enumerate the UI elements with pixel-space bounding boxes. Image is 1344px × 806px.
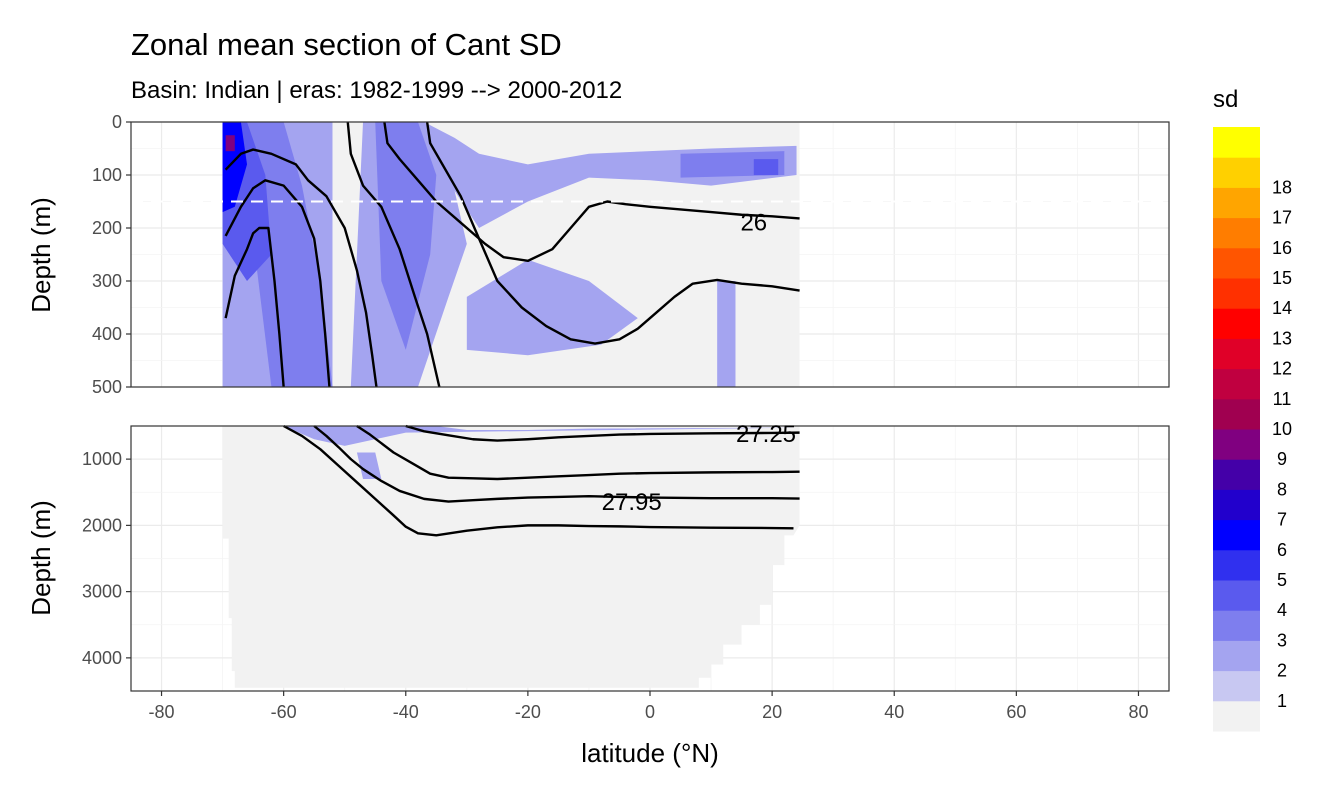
legend-label: 1 (1277, 691, 1287, 711)
chart-subtitle: Basin: Indian | eras: 1982-1999 --> 2000… (131, 77, 622, 104)
bottom-panel: 1000 2000 3000 4000 (82, 424, 1170, 692)
legend-swatch (1213, 489, 1260, 521)
legend-swatch (1213, 519, 1260, 551)
legend-swatch (1213, 308, 1260, 339)
isopycnal-line-bottom (405, 424, 800, 442)
x-axis: -80 -60 -40 -20 0 20 40 60 80 (149, 691, 1148, 722)
y-tick-label: 300 (92, 271, 122, 291)
y-axis-title-bottom: Depth (m) (26, 500, 56, 616)
legend-swatch (1213, 640, 1260, 672)
isopycnal-line-bottom (356, 424, 800, 481)
legend-swatch (1213, 700, 1260, 732)
legend-colorbar (1213, 127, 1260, 732)
y-tick-label: 3000 (82, 582, 122, 602)
top-panel-border (130, 121, 1170, 388)
legend-swatch (1213, 157, 1260, 188)
y-tick-label: 4000 (82, 648, 122, 668)
x-axis-title: latitude (°N) (581, 738, 719, 768)
isopycnal-label: 27.95 (602, 489, 662, 516)
top-isopycnals (224, 121, 800, 388)
sd-region-top (753, 159, 779, 175)
isopycnal-line-top (224, 179, 331, 388)
legend-label: 10 (1272, 419, 1292, 439)
legend-label: 15 (1272, 268, 1292, 288)
isopycnal-label: 26 (740, 210, 767, 237)
isopycnal-line-top (383, 121, 800, 263)
legend-swatch (1213, 610, 1260, 641)
legend-swatch (1213, 580, 1260, 611)
x-tick-label: -60 (271, 702, 297, 722)
legend-label: 8 (1277, 479, 1287, 499)
y-axis-title-top: Depth (m) (26, 197, 56, 313)
legend-label: 17 (1272, 208, 1292, 228)
legend-swatch (1213, 278, 1260, 309)
legend-swatch (1213, 670, 1260, 702)
legend-swatch (1213, 549, 1260, 581)
top-panel: 0 100 200 300 400 500 (92, 112, 1170, 397)
x-tick-label: 20 (762, 702, 782, 722)
y-tick-label: 500 (92, 377, 122, 397)
legend-label: 9 (1277, 449, 1287, 469)
sd-region-bottom (283, 426, 797, 446)
legend-swatch (1213, 127, 1260, 158)
x-tick-label: -40 (393, 702, 419, 722)
isopycnal-line-top (425, 121, 800, 345)
isopycnal-line-bottom (313, 425, 800, 503)
legend-label: 3 (1277, 630, 1287, 650)
sd-region-top (717, 281, 736, 387)
data-extent-bottom (222, 426, 800, 688)
y-tick-label: 0 (112, 112, 122, 132)
legend-swatch (1213, 187, 1260, 219)
top-y-axis: 0 100 200 300 400 500 (92, 112, 131, 397)
isopycnal-line-bottom (283, 424, 794, 537)
y-tick-label: 400 (92, 324, 122, 344)
sd-region-top (375, 122, 437, 350)
legend-label: 16 (1272, 238, 1292, 258)
chart-title: Zonal mean section of Cant SD (131, 27, 562, 62)
top-shading (222, 122, 800, 387)
legend-label: 6 (1277, 540, 1287, 560)
legend-label: 13 (1272, 328, 1292, 348)
legend-swatch (1213, 398, 1260, 430)
x-tick-label: -20 (515, 702, 541, 722)
legend-label: 18 (1272, 177, 1292, 197)
sd-region-bottom (356, 452, 382, 479)
legend-swatch (1213, 368, 1260, 400)
legend-swatch (1213, 338, 1260, 370)
x-tick-label: 60 (1006, 702, 1026, 722)
legend-label: 4 (1277, 600, 1287, 620)
legend-label: 5 (1277, 570, 1287, 590)
isopycnal-line-top (224, 148, 378, 388)
x-tick-label: 0 (645, 702, 655, 722)
bottom-shading (222, 426, 800, 688)
x-tick-label: -80 (149, 702, 175, 722)
sd-region-top (466, 259, 638, 356)
legend-swatch (1213, 247, 1260, 279)
y-tick-label: 2000 (82, 515, 122, 535)
legend-label: 7 (1277, 510, 1287, 530)
bottom-isopycnals (283, 424, 800, 537)
legend-label: 2 (1277, 661, 1287, 681)
legend-label: 11 (1273, 389, 1292, 409)
legend-title: sd (1213, 86, 1238, 113)
isopycnal-labels: 26 27.25 27.95 (602, 210, 796, 516)
legend-swatch (1213, 459, 1260, 490)
bottom-y-axis: 1000 2000 3000 4000 (82, 449, 131, 668)
y-tick-label: 200 (92, 218, 122, 238)
y-tick-label: 1000 (82, 449, 122, 469)
y-tick-label: 100 (92, 165, 122, 185)
legend-label: 12 (1272, 359, 1292, 379)
legend-label: 14 (1272, 298, 1292, 318)
legend-swatch (1213, 429, 1260, 460)
legend-swatch (1213, 217, 1260, 249)
x-tick-label: 40 (884, 702, 904, 722)
isopycnal-line-top (346, 121, 441, 388)
x-tick-label: 80 (1128, 702, 1148, 722)
isopycnal-label: 27.25 (736, 421, 796, 448)
sd-region-top (225, 135, 235, 152)
isopycnal-line-top (224, 226, 285, 388)
